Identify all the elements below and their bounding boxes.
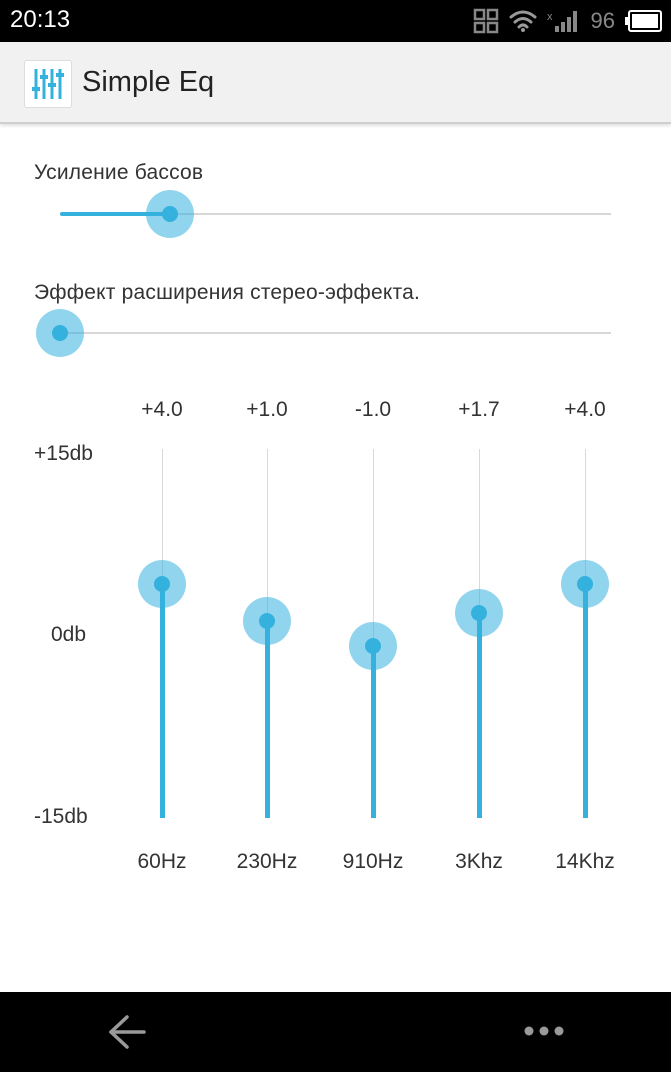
battery-level: 96	[590, 8, 615, 33]
band-fill	[583, 584, 588, 818]
band-value-label: -1.0	[354, 398, 392, 421]
bass-boost-thumb-dot	[162, 206, 179, 222]
bass-boost-fill	[60, 212, 171, 216]
band-thumb-dot	[471, 604, 487, 621]
band-track[interactable]	[267, 449, 268, 818]
db-min-label: -15db	[34, 805, 88, 828]
band-fill	[371, 645, 376, 818]
wifi-icon	[509, 10, 537, 32]
band-fill	[477, 612, 482, 818]
stereo-effect-track[interactable]	[60, 332, 611, 334]
band-value-label: +4.0	[564, 398, 606, 421]
band-fill	[265, 621, 270, 818]
band-thumb-dot	[259, 613, 275, 630]
equalizer-icon	[24, 60, 72, 108]
band-track[interactable]	[373, 449, 374, 818]
status-icons: x 96	[473, 6, 663, 36]
band-value-label: +1.0	[246, 398, 288, 421]
band-thumb-dot	[577, 576, 593, 593]
bass-boost-track[interactable]	[60, 213, 611, 215]
action-bar: Simple Eq	[0, 42, 671, 124]
back-arrow-icon[interactable]	[107, 1014, 147, 1050]
bass-boost-slider[interactable]	[60, 190, 611, 238]
battery-icon	[625, 10, 662, 32]
band-thumb[interactable]	[349, 621, 397, 670]
more-dots-icon[interactable]	[524, 1024, 564, 1038]
app-title: Simple Eq	[82, 66, 215, 98]
svg-text:x: x	[547, 11, 553, 23]
db-max-label: +15db	[34, 442, 93, 465]
band-value-label: +1.7	[458, 398, 500, 421]
status-time: 20:13	[10, 6, 71, 33]
band-track[interactable]	[585, 449, 586, 818]
band-thumb-dot	[365, 637, 381, 654]
db-zero-label: 0db	[51, 623, 87, 646]
status-bar: 20:13 x 96	[0, 0, 671, 42]
band-value-label: +4.0	[141, 398, 183, 421]
band-thumb[interactable]	[561, 560, 609, 609]
band-fill	[160, 584, 165, 818]
band-thumb[interactable]	[243, 597, 291, 646]
band-thumb-dot	[154, 576, 170, 593]
band-frequency-label: 910Hz	[342, 850, 404, 873]
signal-icon: x	[547, 11, 577, 32]
band-thumb[interactable]	[455, 588, 503, 637]
band-frequency-label: 230Hz	[236, 850, 298, 873]
stereo-effect-slider[interactable]	[36, 309, 611, 357]
qr-icon	[473, 8, 498, 34]
stereo-effect-label: Эффект расширения стерео-эффекта.	[34, 281, 420, 304]
band-track[interactable]	[162, 449, 163, 818]
navigation-bar	[0, 992, 671, 1072]
stereo-effect-thumb-dot	[52, 325, 68, 341]
band-thumb[interactable]	[138, 560, 186, 609]
band-frequency-label: 3Khz	[455, 850, 503, 873]
band-track[interactable]	[479, 449, 480, 818]
band-frequency-label: 60Hz	[137, 850, 187, 873]
bass-boost-label: Усиление бассов	[34, 161, 204, 184]
band-frequency-label: 14Khz	[555, 850, 615, 873]
